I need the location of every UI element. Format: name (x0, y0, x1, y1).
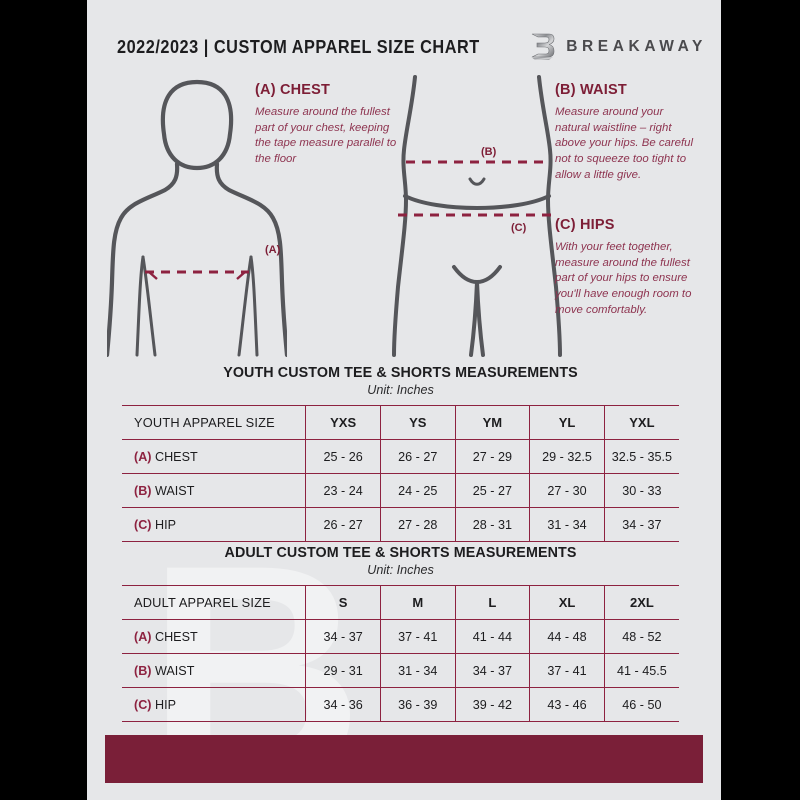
measurement-value-cell: 30 - 33 (604, 473, 679, 508)
navel-detail (468, 177, 486, 186)
page-header: 2022/2023 | CUSTOM APPAREL SIZE CHART BR… (87, 30, 721, 64)
measurement-label-cell: (C) HIP (122, 687, 307, 722)
measurement-value-cell: 46 - 50 (604, 687, 679, 722)
youth-table-title: YOUTH CUSTOM TEE & SHORTS MEASUREMENTS (223, 365, 578, 381)
callout-hips: (C) HIPS With your feet together, measur… (555, 217, 695, 318)
measurement-value-cell: 24 - 25 (380, 473, 456, 508)
adult-measurements-table: ADULT APPAREL SIZE S M L XL 2XL (A) CHEST 34 - … (122, 585, 679, 722)
measurement-value-cell: 25 - 26 (305, 439, 381, 474)
measurement-value-cell: 32.5 - 35.5 (604, 439, 679, 474)
hips-figure-illustration (392, 75, 562, 357)
table-row: (A) CHEST 34 - 37 37 - 41 41 - 44 44 - 48 48 … (122, 619, 679, 654)
measurement-tag: (A) (134, 629, 152, 644)
size-column-header: YM (455, 405, 531, 440)
measurement-value-cell: 43 - 46 (529, 687, 605, 722)
callout-waist: (B) WAIST Measure around your natural wa… (555, 82, 695, 183)
measurement-value-cell: 26 - 27 (380, 439, 456, 474)
measurement-value-cell: 31 - 34 (380, 653, 456, 688)
size-column-header: M (380, 585, 456, 620)
table-row: (A) CHEST 25 - 26 26 - 27 27 - 29 29 - 32.5 3… (122, 439, 679, 474)
youth-measurements-table: YOUTH APPAREL SIZE YXS YS YM YL YXL (A) CHEST 2… (122, 405, 679, 542)
table-header-row: YOUTH APPAREL SIZE YXS YS YM YL YXL (122, 405, 679, 440)
size-column-header: YXL (604, 405, 679, 440)
measurement-illustrations: (A) (B) (C) ( (87, 72, 721, 357)
measurement-value-cell: 29 - 32.5 (529, 439, 605, 474)
size-column-header: YXS (305, 405, 381, 440)
measurement-value-cell: 31 - 34 (529, 507, 605, 542)
measurement-value-cell: 34 - 37 (455, 653, 531, 688)
size-column-header: XL (529, 585, 605, 620)
table-row: (B) WAIST 23 - 24 24 - 25 25 - 27 27 - 30 30 … (122, 473, 679, 508)
measurement-value-cell: 27 - 29 (455, 439, 531, 474)
adult-measurements-block: ADULT CUSTOM TEE & SHORTS MEASUREMENTS U… (122, 545, 679, 722)
table-row: (C) HIP 34 - 36 36 - 39 39 - 42 43 - 46 46 - … (122, 687, 679, 722)
waist-measure-label: (B) (481, 146, 497, 158)
measurement-value-cell: 37 - 41 (529, 653, 605, 688)
callout-chest-body: Measure around the fullest part of your … (255, 106, 397, 165)
measurement-value-cell: 25 - 27 (455, 473, 531, 508)
measurement-label-cell: (A) CHEST (122, 619, 307, 654)
youth-table-unit: Unit: Inches (367, 383, 434, 397)
measurement-value-cell: 34 - 37 (305, 619, 381, 654)
torso-figure-illustration (107, 79, 287, 357)
measurement-value-cell: 41 - 45.5 (604, 653, 679, 688)
hip-measure-label: (C) (511, 222, 527, 234)
measurement-value-cell: 36 - 39 (380, 687, 456, 722)
size-column-header: S (305, 585, 381, 620)
size-header-cell: ADULT APPAREL SIZE (122, 585, 307, 620)
measurement-value-cell: 34 - 37 (604, 507, 679, 542)
callout-hips-heading: (C) HIPS (555, 217, 615, 233)
breakaway-b-logo-icon (531, 33, 555, 60)
adult-table-unit: Unit: Inches (367, 563, 434, 577)
measurement-tag: (C) (134, 517, 152, 532)
size-column-header: L (455, 585, 531, 620)
measurement-value-cell: 27 - 28 (380, 507, 456, 542)
measurement-value-cell: 26 - 27 (305, 507, 381, 542)
page-title: 2022/2023 | CUSTOM APPAREL SIZE CHART (117, 36, 480, 57)
size-column-header: YL (529, 405, 605, 440)
size-column-header: YS (380, 405, 456, 440)
callout-waist-heading: (B) WAIST (555, 82, 627, 98)
measurement-tag: (C) (134, 697, 152, 712)
measurement-value-cell: 44 - 48 (529, 619, 605, 654)
callout-chest-heading: (A) CHEST (255, 82, 331, 98)
adult-table-title: ADULT CUSTOM TEE & SHORTS MEASUREMENTS (224, 545, 577, 561)
measurement-value-cell: 34 - 36 (305, 687, 381, 722)
table-row: (B) WAIST 29 - 31 31 - 34 34 - 37 37 - 41 41 … (122, 653, 679, 688)
size-chart-page: B 2022/2023 | CUSTOM APPAREL SIZE CHART … (87, 0, 721, 800)
measurement-label-cell: (B) WAIST (122, 473, 307, 508)
measurement-label-cell: (B) WAIST (122, 653, 307, 688)
size-header-cell: YOUTH APPAREL SIZE (122, 405, 307, 440)
callout-waist-body: Measure around your natural waistline – … (555, 106, 694, 181)
measurement-value-cell: 23 - 24 (305, 473, 381, 508)
measurement-label-cell: (A) CHEST (122, 439, 307, 474)
callout-chest: (A) CHEST Measure around the fullest par… (255, 82, 405, 168)
chest-measure-label: (A) (265, 244, 281, 256)
brand-lockup: BREAKAWAY (529, 32, 707, 62)
callout-hips-body: With your feet together, measure around … (555, 241, 692, 316)
measurement-value-cell: 37 - 41 (380, 619, 456, 654)
table-header-row: ADULT APPAREL SIZE S M L XL 2XL (122, 585, 679, 620)
measurement-label-cell: (C) HIP (122, 507, 307, 542)
footer-accent-bar (105, 735, 703, 783)
measurement-tag: (A) (134, 449, 152, 464)
measurement-value-cell: 41 - 44 (455, 619, 531, 654)
size-column-header: 2XL (604, 585, 679, 620)
measurement-tag: (B) (134, 663, 152, 678)
measurement-value-cell: 39 - 42 (455, 687, 531, 722)
measurement-tag: (B) (134, 483, 152, 498)
measurement-value-cell: 48 - 52 (604, 619, 679, 654)
measurement-value-cell: 29 - 31 (305, 653, 381, 688)
table-row: (C) HIP 26 - 27 27 - 28 28 - 31 31 - 34 34 - … (122, 507, 679, 542)
measurement-value-cell: 27 - 30 (529, 473, 605, 508)
brand-name: BREAKAWAY (566, 38, 707, 55)
measurement-value-cell: 28 - 31 (455, 507, 531, 542)
youth-measurements-block: YOUTH CUSTOM TEE & SHORTS MEASUREMENTS U… (122, 365, 679, 542)
